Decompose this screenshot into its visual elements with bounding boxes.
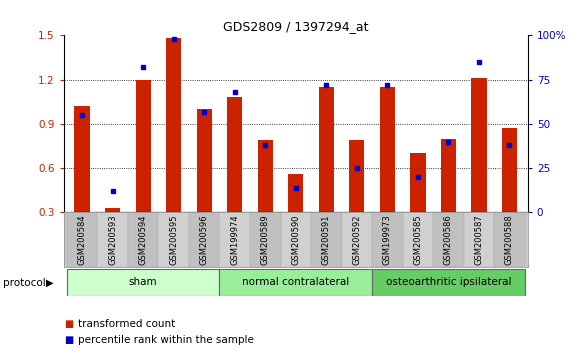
Text: GSM200584: GSM200584: [78, 214, 86, 265]
Bar: [372, 269, 525, 296]
Bar: [105, 208, 120, 212]
Bar: [494, 212, 525, 267]
Bar: [502, 128, 517, 212]
Text: percentile rank within the sample: percentile rank within the sample: [78, 335, 254, 345]
Bar: [227, 97, 242, 212]
Text: GSM200592: GSM200592: [353, 214, 361, 264]
Bar: [342, 212, 372, 267]
Bar: [380, 87, 395, 212]
Text: GSM199973: GSM199973: [383, 214, 392, 265]
Text: GSM200590: GSM200590: [291, 214, 300, 264]
Bar: [258, 140, 273, 212]
Bar: [403, 212, 433, 267]
Bar: [372, 212, 403, 267]
Bar: [318, 87, 334, 212]
Text: protocol: protocol: [3, 278, 46, 288]
Text: osteoarthritic ipsilateral: osteoarthritic ipsilateral: [386, 277, 511, 287]
Text: GSM200588: GSM200588: [505, 214, 514, 265]
Bar: [158, 212, 189, 267]
Bar: [410, 153, 426, 212]
Bar: [136, 80, 151, 212]
Bar: [219, 269, 372, 296]
Bar: [441, 139, 456, 212]
Text: transformed count: transformed count: [78, 319, 176, 329]
Text: GSM200589: GSM200589: [261, 214, 270, 265]
Bar: [433, 212, 463, 267]
Bar: [463, 212, 494, 267]
Bar: [219, 212, 250, 267]
Bar: [97, 212, 128, 267]
Text: GSM200595: GSM200595: [169, 214, 178, 264]
Bar: [67, 269, 219, 296]
Text: ■: ■: [64, 319, 73, 329]
Text: sham: sham: [129, 277, 158, 287]
Bar: [311, 212, 342, 267]
Text: GSM200587: GSM200587: [474, 214, 484, 265]
Text: GSM200596: GSM200596: [200, 214, 209, 265]
Bar: [189, 212, 219, 267]
Bar: [67, 212, 97, 267]
Text: GSM200591: GSM200591: [322, 214, 331, 264]
Bar: [472, 78, 487, 212]
Bar: [166, 38, 182, 212]
Text: GSM199974: GSM199974: [230, 214, 239, 265]
Bar: [74, 106, 90, 212]
Text: normal contralateral: normal contralateral: [242, 277, 349, 287]
Bar: [349, 140, 364, 212]
Text: GSM200593: GSM200593: [108, 214, 117, 265]
Bar: [288, 174, 303, 212]
Text: GSM200594: GSM200594: [139, 214, 148, 264]
Bar: [197, 109, 212, 212]
Text: ■: ■: [64, 335, 73, 345]
Text: ▶: ▶: [46, 278, 54, 288]
Text: GSM200586: GSM200586: [444, 214, 453, 265]
Bar: [281, 212, 311, 267]
Bar: [128, 212, 158, 267]
Text: GSM200585: GSM200585: [414, 214, 422, 265]
Title: GDS2809 / 1397294_at: GDS2809 / 1397294_at: [223, 20, 368, 33]
Bar: [250, 212, 281, 267]
